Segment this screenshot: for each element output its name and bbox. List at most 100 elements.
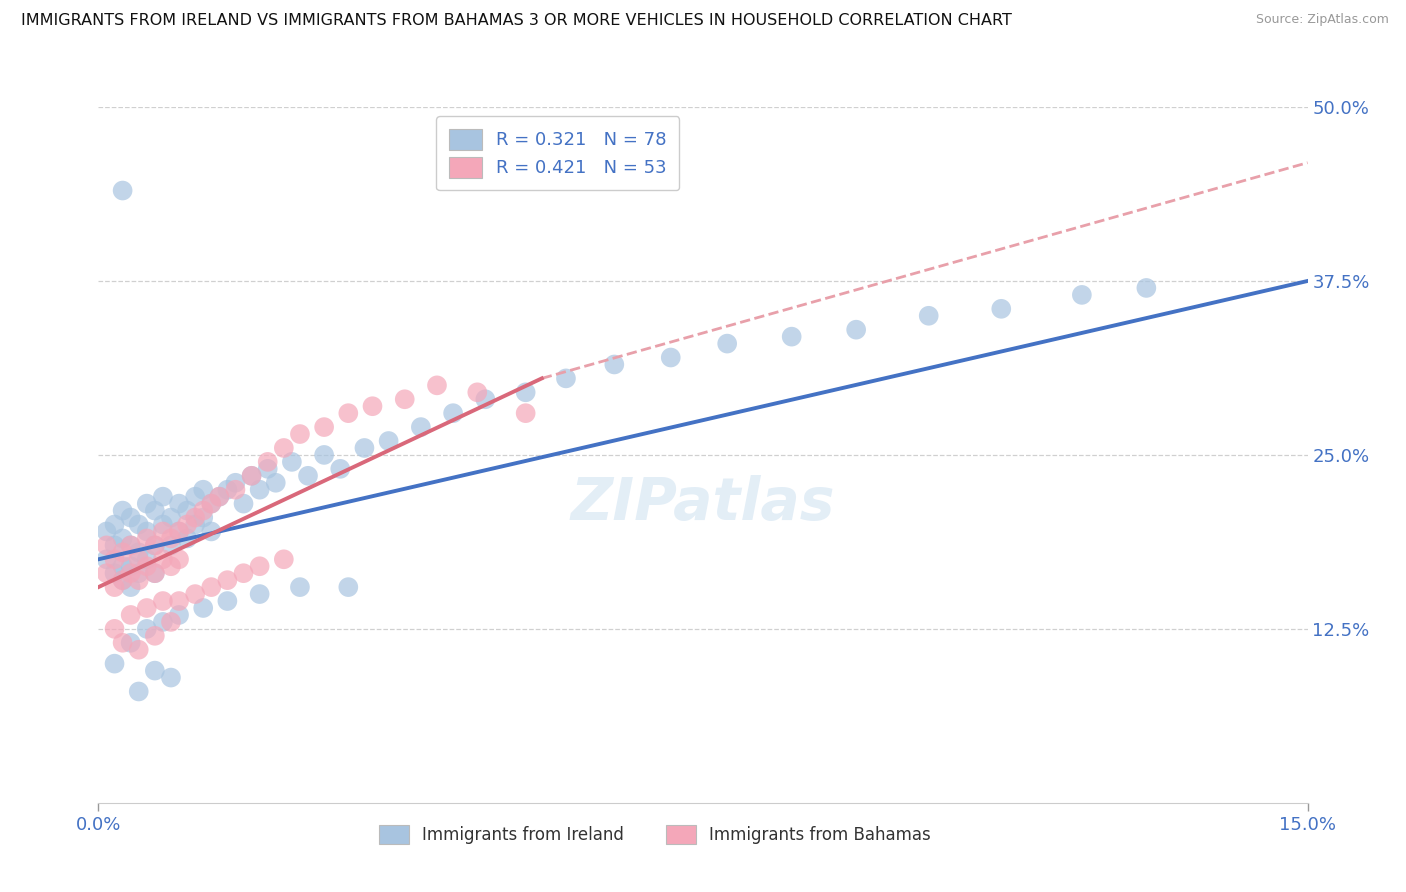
Point bbox=[103, 580, 125, 594]
Point bbox=[143, 566, 166, 581]
Point bbox=[200, 497, 222, 511]
Point bbox=[111, 545, 134, 559]
Point bbox=[120, 566, 142, 581]
Point bbox=[120, 580, 142, 594]
Point bbox=[152, 615, 174, 629]
Point bbox=[200, 580, 222, 594]
Point bbox=[103, 622, 125, 636]
Point bbox=[96, 566, 118, 581]
Point bbox=[394, 392, 416, 407]
Point bbox=[288, 580, 311, 594]
Point bbox=[990, 301, 1012, 316]
Point bbox=[152, 594, 174, 608]
Point bbox=[208, 490, 231, 504]
Point bbox=[603, 358, 626, 372]
Point bbox=[111, 184, 134, 198]
Point bbox=[135, 497, 157, 511]
Point bbox=[273, 441, 295, 455]
Point bbox=[96, 552, 118, 566]
Point bbox=[780, 329, 803, 343]
Point bbox=[176, 503, 198, 517]
Point bbox=[167, 497, 190, 511]
Point bbox=[1070, 288, 1092, 302]
Point bbox=[128, 573, 150, 587]
Point bbox=[120, 538, 142, 552]
Point bbox=[353, 441, 375, 455]
Point bbox=[555, 371, 578, 385]
Point bbox=[167, 552, 190, 566]
Point bbox=[152, 490, 174, 504]
Point bbox=[111, 532, 134, 546]
Point bbox=[160, 615, 183, 629]
Point bbox=[465, 385, 488, 400]
Text: ZIPatlas: ZIPatlas bbox=[571, 475, 835, 533]
Point bbox=[120, 538, 142, 552]
Point bbox=[193, 483, 215, 497]
Point bbox=[217, 573, 239, 587]
Point bbox=[337, 406, 360, 420]
Point bbox=[143, 503, 166, 517]
Point bbox=[184, 510, 207, 524]
Point bbox=[361, 399, 384, 413]
Point bbox=[135, 552, 157, 566]
Point bbox=[918, 309, 941, 323]
Point bbox=[103, 566, 125, 581]
Point bbox=[515, 385, 537, 400]
Point bbox=[167, 607, 190, 622]
Point bbox=[224, 483, 246, 497]
Point bbox=[128, 642, 150, 657]
Point bbox=[377, 434, 399, 448]
Point bbox=[193, 601, 215, 615]
Point bbox=[249, 483, 271, 497]
Point bbox=[143, 538, 166, 552]
Point bbox=[515, 406, 537, 420]
Point bbox=[200, 524, 222, 539]
Point bbox=[217, 483, 239, 497]
Point bbox=[256, 462, 278, 476]
Point bbox=[103, 517, 125, 532]
Point bbox=[232, 497, 254, 511]
Point bbox=[249, 587, 271, 601]
Point bbox=[184, 587, 207, 601]
Point bbox=[409, 420, 432, 434]
Point bbox=[297, 468, 319, 483]
Point bbox=[224, 475, 246, 490]
Point bbox=[128, 545, 150, 559]
Point bbox=[160, 538, 183, 552]
Point bbox=[128, 566, 150, 581]
Point bbox=[160, 559, 183, 574]
Legend: Immigrants from Ireland, Immigrants from Bahamas: Immigrants from Ireland, Immigrants from… bbox=[366, 811, 943, 857]
Point bbox=[111, 503, 134, 517]
Point bbox=[314, 448, 336, 462]
Point bbox=[193, 510, 215, 524]
Point bbox=[128, 517, 150, 532]
Point bbox=[103, 657, 125, 671]
Point bbox=[288, 427, 311, 442]
Point bbox=[1135, 281, 1157, 295]
Point bbox=[249, 559, 271, 574]
Point bbox=[120, 636, 142, 650]
Point bbox=[143, 566, 166, 581]
Point bbox=[160, 671, 183, 685]
Point bbox=[128, 684, 150, 698]
Point bbox=[176, 517, 198, 532]
Point bbox=[103, 552, 125, 566]
Point bbox=[143, 664, 166, 678]
Point bbox=[111, 573, 134, 587]
Point bbox=[167, 524, 190, 539]
Point bbox=[135, 601, 157, 615]
Point bbox=[160, 510, 183, 524]
Point bbox=[240, 468, 263, 483]
Point bbox=[264, 475, 287, 490]
Point bbox=[135, 559, 157, 574]
Point bbox=[474, 392, 496, 407]
Point bbox=[96, 524, 118, 539]
Point bbox=[143, 629, 166, 643]
Point bbox=[135, 532, 157, 546]
Point bbox=[208, 490, 231, 504]
Point bbox=[120, 559, 142, 574]
Point bbox=[232, 566, 254, 581]
Point bbox=[120, 510, 142, 524]
Point bbox=[240, 468, 263, 483]
Point bbox=[167, 524, 190, 539]
